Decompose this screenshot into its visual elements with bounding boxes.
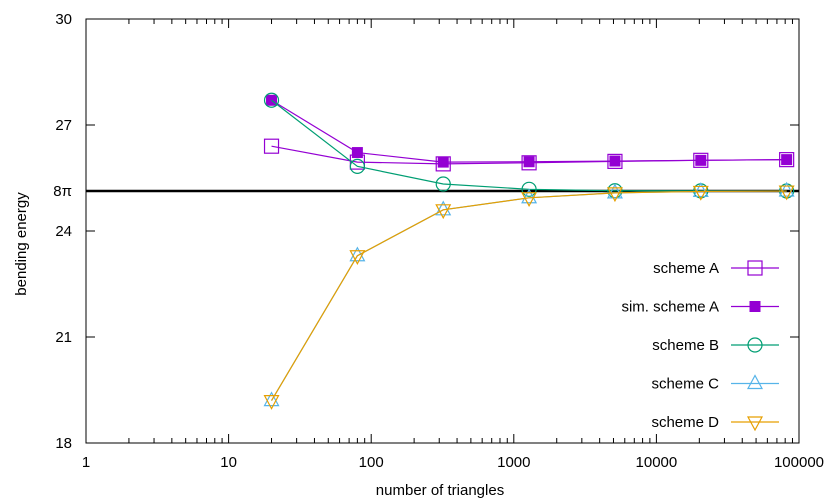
legend-marker <box>746 416 764 432</box>
legend-entry: sim. scheme A <box>621 299 779 316</box>
y-tick-label: 30 <box>55 11 72 28</box>
legend-label: scheme A <box>653 260 719 277</box>
data-point <box>437 156 449 168</box>
x-tick-label: 10 <box>220 454 237 471</box>
y-axis-label: bending energy <box>13 192 30 296</box>
data-point <box>351 147 363 159</box>
data-point <box>349 158 365 174</box>
ticks-layer: 1 10 100 1000 10000 100000 18 21 24 8π 27 30 <box>53 11 824 471</box>
data-point <box>521 188 538 204</box>
legend-marker <box>746 374 764 390</box>
data-point <box>778 181 795 197</box>
legend-entry: scheme B <box>652 337 779 354</box>
data-point <box>521 155 537 171</box>
legend-label: scheme C <box>651 376 719 393</box>
data-point <box>781 154 793 166</box>
y-tick-label: 21 <box>55 329 72 346</box>
legend-marker <box>747 260 763 276</box>
data-point <box>435 204 452 220</box>
legend-label: sim. scheme A <box>621 299 719 316</box>
data-point <box>435 176 451 192</box>
series-sim-scheme-a <box>266 94 793 168</box>
legend-label: scheme B <box>652 337 719 354</box>
y-tick-label: 18 <box>55 435 72 452</box>
legend-entry: scheme C <box>651 374 779 393</box>
data-point <box>263 391 280 407</box>
data-point <box>778 185 795 201</box>
series-line <box>271 190 787 401</box>
series-scheme-d <box>263 185 795 410</box>
legend-marker <box>749 301 761 312</box>
data-point <box>692 182 709 198</box>
legend-marker <box>747 337 763 353</box>
data-point <box>606 187 623 203</box>
x-tick-label: 100000 <box>774 454 824 471</box>
data-point <box>263 395 280 410</box>
data-point <box>521 192 538 208</box>
series-scheme-b <box>263 92 795 199</box>
x-tick-label: 1000 <box>497 454 530 471</box>
series-line <box>271 190 787 401</box>
series-line <box>271 99 787 163</box>
series-layer <box>263 92 795 410</box>
y-tick-label: 27 <box>55 117 72 134</box>
data-point <box>609 155 621 167</box>
x-tick-label: 100 <box>359 454 384 471</box>
legend-entry: scheme A <box>653 260 779 277</box>
data-point <box>695 154 707 166</box>
x-tick-label: 1 <box>82 454 90 471</box>
data-point <box>521 181 537 197</box>
data-point <box>606 183 623 199</box>
series-line <box>271 99 787 192</box>
data-point <box>435 200 452 216</box>
data-point <box>349 250 366 265</box>
legend: scheme A sim. scheme A scheme B scheme C sch… <box>621 260 779 432</box>
data-point <box>263 138 280 154</box>
data-point <box>263 92 280 108</box>
legend-label: scheme D <box>651 414 719 431</box>
series-scheme-c <box>263 181 795 407</box>
data-point <box>523 156 535 168</box>
data-point <box>266 94 278 106</box>
data-point <box>692 185 709 201</box>
x-tick-label: 10000 <box>636 454 678 471</box>
y-tick-label: 24 <box>55 223 72 240</box>
x-axis-label: number of triangles <box>376 482 504 498</box>
y-tick-label: 8π <box>53 183 72 200</box>
legend-entry: scheme D <box>651 414 779 432</box>
